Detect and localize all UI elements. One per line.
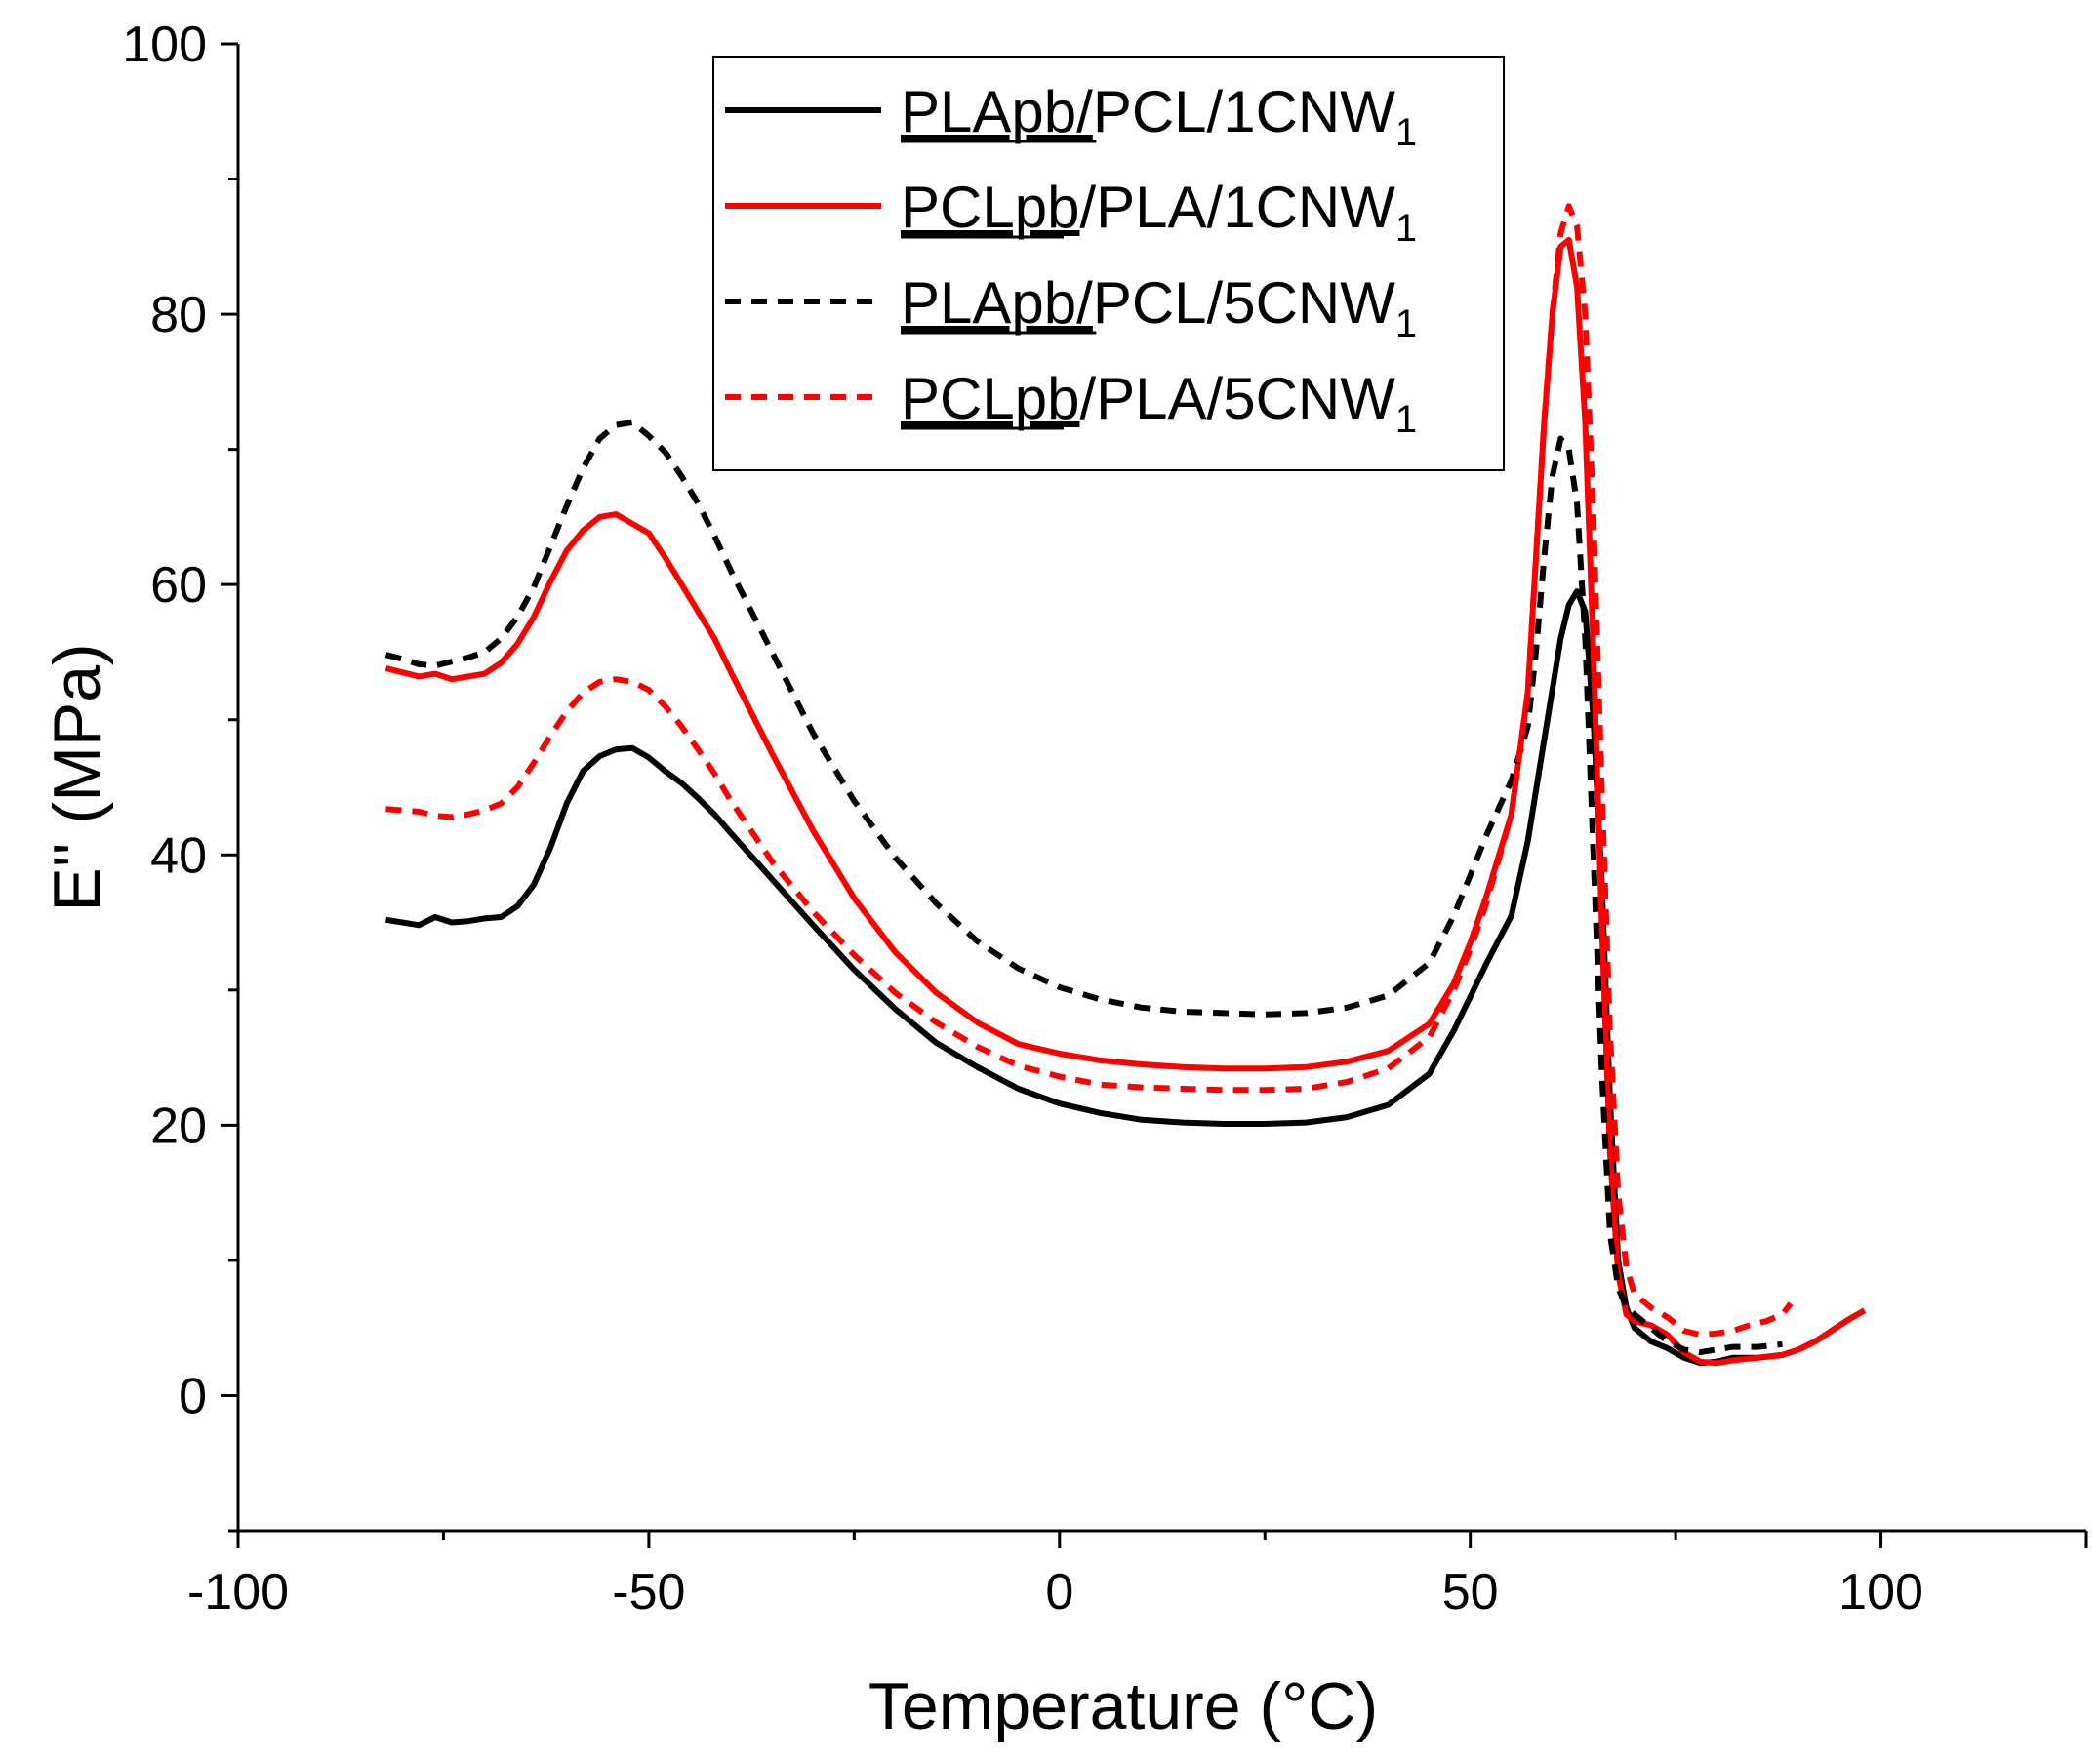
x-tick-label: 0 <box>1045 1564 1073 1620</box>
legend-label-3: PLApb/PCL/5CNW1 <box>901 270 1417 345</box>
legend-label-1: PLApb/PCL/1CNW1 <box>901 79 1417 154</box>
y-axis-title: E'' (MPa) <box>40 643 114 911</box>
legend-box <box>712 56 1505 471</box>
legend-subscript: 1 <box>1395 302 1417 345</box>
legend-main-part: /PLA/5CNW <box>1079 366 1395 431</box>
series-layer <box>384 203 1867 1367</box>
series-line-1 <box>385 588 1867 1367</box>
y-tick-label: 20 <box>150 1098 207 1154</box>
x-axis-title: Temperature (°C) <box>868 1669 1378 1743</box>
legend-subscript: 1 <box>1395 398 1417 441</box>
x-tick-label: 100 <box>1838 1564 1923 1620</box>
y-tick-label: 60 <box>150 557 207 614</box>
y-tick-label: 40 <box>150 827 207 884</box>
legend-underlined-part: PLApb/ <box>901 79 1093 144</box>
axes-frame <box>236 44 2086 1533</box>
legend-subscript: 1 <box>1395 207 1417 250</box>
x-tick-label: -100 <box>187 1564 289 1620</box>
y-tick-label: 80 <box>150 287 207 343</box>
legend: PLApb/PCL/1CNW1PCLpb/PLA/1CNW1PLApb/PCL/… <box>712 56 1505 471</box>
legend-underlined-part: PLApb/ <box>901 270 1093 336</box>
legend-subscript: 1 <box>1395 111 1417 154</box>
y-tick-label: 100 <box>122 17 207 73</box>
y-tick-label: 0 <box>179 1368 207 1424</box>
tick-layer: -100 -50 0 50 100 0 20 40 60 80 100 <box>122 17 2088 1620</box>
legend-main-part: /PLA/1CNW <box>1079 175 1395 240</box>
x-tick-label: -50 <box>612 1564 685 1620</box>
series-line-2 <box>384 236 1867 1367</box>
legend-underlined-part: PCLpb <box>901 175 1079 240</box>
legend-label-4: PCLpb/PLA/5CNW1 <box>901 366 1417 441</box>
x-tick-label: 50 <box>1442 1564 1499 1620</box>
series-line-3 <box>384 419 1783 1356</box>
legend-label-2: PCLpb/PLA/1CNW1 <box>901 175 1417 250</box>
legend-main-part: PCL/1CNW <box>1093 79 1395 144</box>
legend-underlined-part: PCLpb <box>901 366 1079 431</box>
legend-main-part: PCL/5CNW <box>1093 270 1395 336</box>
